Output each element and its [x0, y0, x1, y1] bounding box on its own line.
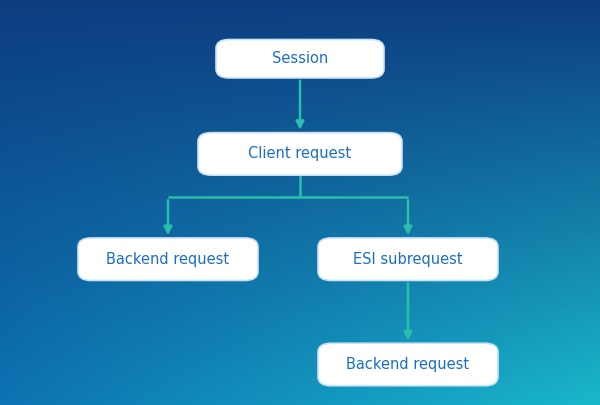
- Text: Client request: Client request: [248, 146, 352, 162]
- FancyBboxPatch shape: [318, 238, 498, 280]
- Text: Session: Session: [272, 51, 328, 66]
- Text: ESI subrequest: ESI subrequest: [353, 252, 463, 267]
- FancyBboxPatch shape: [198, 133, 402, 175]
- FancyBboxPatch shape: [78, 238, 258, 280]
- FancyBboxPatch shape: [318, 343, 498, 386]
- FancyBboxPatch shape: [216, 40, 384, 78]
- Text: Backend request: Backend request: [346, 357, 470, 372]
- Text: Backend request: Backend request: [106, 252, 230, 267]
